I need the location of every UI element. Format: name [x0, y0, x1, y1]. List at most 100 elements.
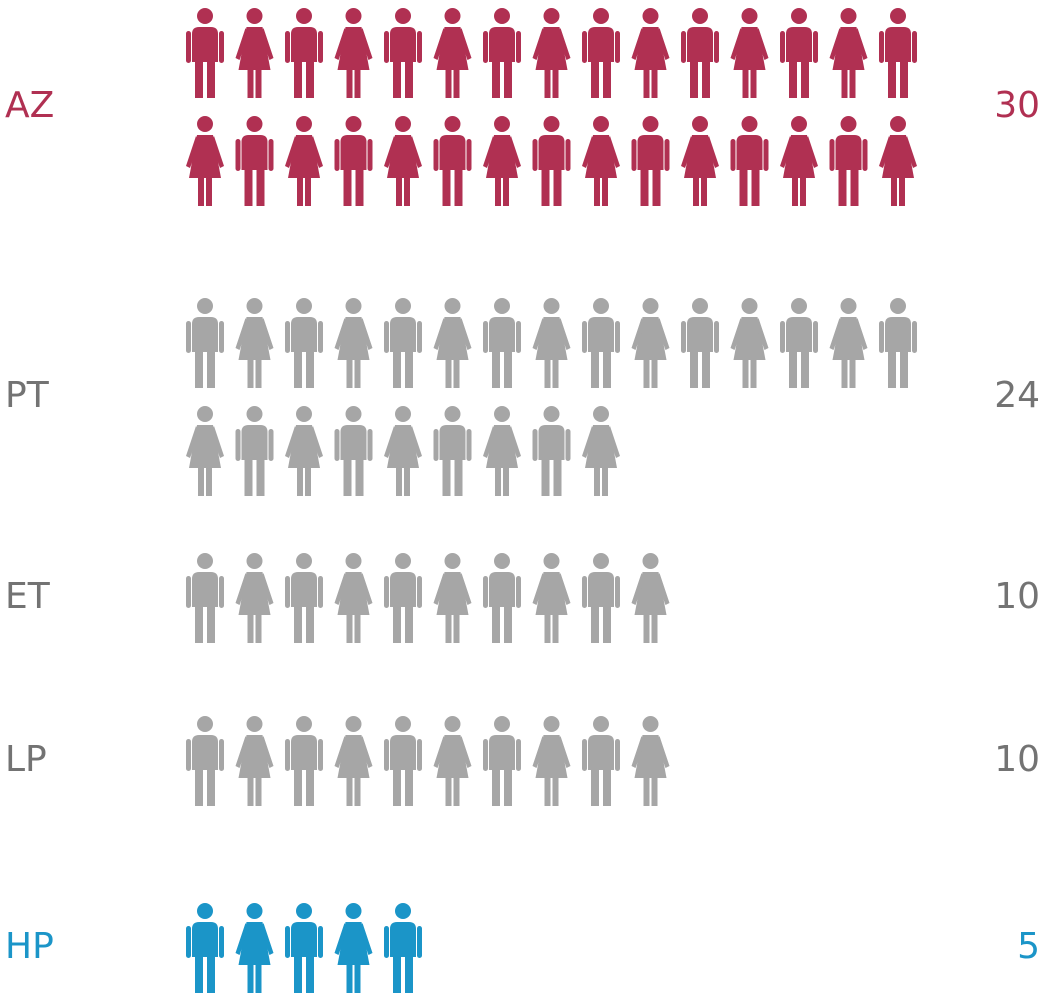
- person-icon: [483, 406, 521, 496]
- icon-torso: [340, 425, 367, 460]
- icon-arm: [615, 31, 620, 63]
- icon-arm: [557, 28, 571, 60]
- icon-arm: [483, 576, 488, 608]
- icon-torso: [835, 135, 862, 170]
- icon-leg: [355, 166, 364, 206]
- icon-arm: [483, 321, 488, 353]
- icon-torso: [291, 922, 317, 957]
- icon-torso: [736, 135, 763, 170]
- icon-head: [395, 553, 411, 569]
- person-icon: [582, 298, 620, 388]
- icon-arm: [433, 429, 439, 461]
- person-icon: [582, 553, 620, 643]
- icon-arm: [763, 139, 769, 171]
- icon-arm: [367, 429, 373, 461]
- icon-leg: [849, 68, 856, 98]
- icon-leg: [603, 58, 611, 98]
- icon-leg: [594, 176, 600, 206]
- icon-arm: [417, 926, 422, 958]
- person-icon: [334, 8, 373, 98]
- icon-arm: [384, 426, 397, 458]
- icon-leg: [850, 166, 859, 206]
- icon-arm: [219, 31, 224, 63]
- icon-leg: [739, 166, 748, 206]
- icon-arm: [384, 926, 389, 958]
- icon-arm: [780, 321, 785, 353]
- icon-arm: [433, 28, 447, 60]
- icon-leg: [544, 613, 551, 643]
- icon-leg: [453, 613, 460, 643]
- person-icon: [483, 716, 521, 806]
- value-label: 5: [1017, 926, 1040, 967]
- icon-arm: [318, 31, 323, 63]
- icon-leg: [888, 348, 896, 388]
- icon-leg: [591, 58, 599, 98]
- icon-head: [692, 298, 708, 314]
- icon-arm: [532, 28, 546, 60]
- person-icon: [285, 553, 323, 643]
- icon-head: [494, 298, 510, 314]
- icon-leg: [899, 176, 905, 206]
- value-label: 10: [994, 576, 1040, 617]
- icon-arm: [508, 136, 521, 168]
- person-icon: [532, 8, 571, 98]
- icon-leg: [751, 166, 760, 206]
- icon-leg: [297, 176, 303, 206]
- icon-torso: [538, 135, 565, 170]
- icon-head: [543, 116, 560, 132]
- icon-leg: [195, 58, 203, 98]
- icon-arm: [780, 31, 785, 63]
- icon-arm: [186, 426, 199, 458]
- icon-arm: [186, 31, 191, 63]
- icon-leg: [396, 176, 402, 206]
- icon-arm: [755, 28, 769, 60]
- icon-leg: [492, 603, 500, 643]
- icon-leg: [750, 68, 757, 98]
- icon-arm: [730, 28, 744, 60]
- icon-head: [791, 298, 807, 314]
- icon-arm: [334, 429, 340, 461]
- icon-leg: [750, 358, 757, 388]
- person-icon: [532, 716, 571, 806]
- person-icon: [730, 298, 769, 388]
- icon-leg: [305, 176, 311, 206]
- icon-arm: [458, 573, 472, 605]
- icon-leg: [552, 776, 559, 806]
- person-icon: [334, 298, 373, 388]
- person-icon: [433, 716, 472, 806]
- icon-head: [543, 553, 560, 569]
- person-icon: [582, 716, 620, 806]
- icon-head: [444, 716, 461, 732]
- icon-arm: [483, 136, 496, 168]
- icon-leg: [404, 466, 410, 496]
- icon-leg: [255, 613, 262, 643]
- icon-leg: [492, 348, 500, 388]
- person-icon: [433, 406, 472, 496]
- category-label: AZ: [5, 85, 54, 126]
- person-icon: [483, 8, 521, 98]
- icon-arm: [285, 739, 290, 771]
- icon-arm: [367, 139, 373, 171]
- icon-head: [246, 903, 263, 919]
- icon-leg: [553, 166, 562, 206]
- person-icon: [433, 553, 472, 643]
- person-icon: [879, 8, 917, 98]
- icon-leg: [346, 68, 353, 98]
- icon-leg: [393, 603, 401, 643]
- icon-arm: [829, 318, 843, 350]
- icon-arm: [532, 429, 538, 461]
- icon-leg: [445, 68, 452, 98]
- icon-arm: [285, 31, 290, 63]
- person-icon: [681, 116, 719, 206]
- person-icon: [186, 406, 224, 496]
- icon-arm: [285, 926, 290, 958]
- icon-leg: [792, 176, 798, 206]
- icon-head: [197, 406, 213, 422]
- icon-leg: [643, 68, 650, 98]
- icon-head: [296, 716, 312, 732]
- icon-arm: [681, 136, 694, 168]
- icon-arm: [186, 576, 191, 608]
- category-label: LP: [5, 739, 47, 780]
- person-icon: [384, 903, 422, 993]
- person-icon: [384, 298, 422, 388]
